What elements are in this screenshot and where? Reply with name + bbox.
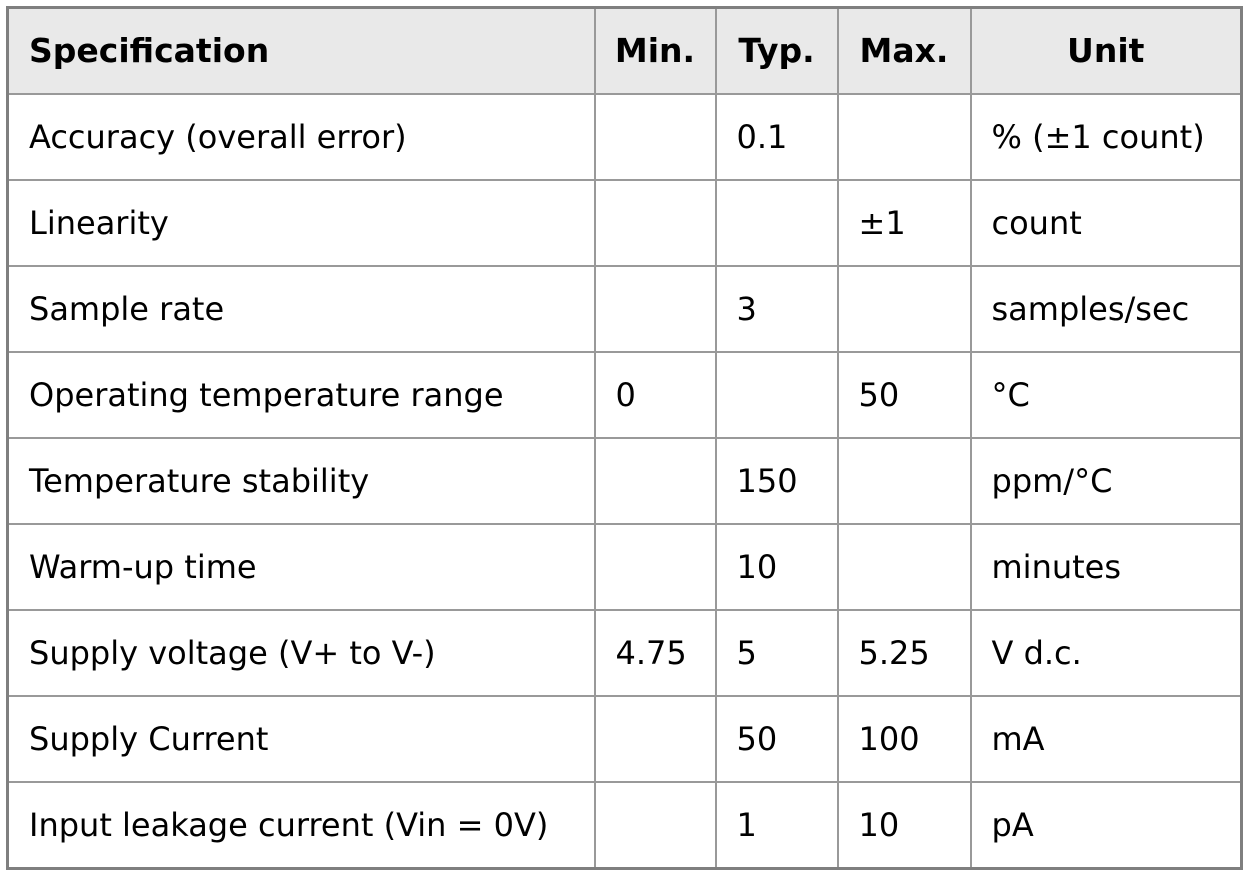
cell-specification: Warm-up time: [6, 523, 596, 611]
cell-unit: count: [969, 179, 1243, 267]
column-header-max: Max.: [836, 6, 972, 95]
cell-max: [836, 265, 972, 353]
table-row: Accuracy (overall error) 0.1 % (±1 count…: [6, 93, 1243, 181]
cell-typ: 5: [714, 609, 839, 697]
cell-specification: Linearity: [6, 179, 596, 267]
cell-min: 4.75: [593, 609, 717, 697]
column-header-unit: Unit: [969, 6, 1243, 95]
cell-specification: Sample rate: [6, 265, 596, 353]
cell-typ: [714, 179, 839, 267]
table-row: Warm-up time 10 minutes: [6, 523, 1243, 611]
table-row: Operating temperature range 0 50 °C: [6, 351, 1243, 439]
cell-specification: Input leakage current (Vin = 0V): [6, 781, 596, 870]
cell-min: [593, 93, 717, 181]
table-row: Input leakage current (Vin = 0V) 1 10 pA: [6, 781, 1243, 870]
cell-max: [836, 523, 972, 611]
table-row: Sample rate 3 samples/sec: [6, 265, 1243, 353]
cell-unit: samples/sec: [969, 265, 1243, 353]
cell-max: 10: [836, 781, 972, 870]
table-row: Linearity ±1 count: [6, 179, 1243, 267]
column-header-specification: Specification: [6, 6, 596, 95]
cell-max: [836, 93, 972, 181]
cell-typ: [714, 351, 839, 439]
cell-specification: Accuracy (overall error): [6, 93, 596, 181]
cell-specification: Supply voltage (V+ to V-): [6, 609, 596, 697]
cell-unit: V d.c.: [969, 609, 1243, 697]
cell-typ: 0.1: [714, 93, 839, 181]
table-row: Temperature stability 150 ppm/°C: [6, 437, 1243, 525]
cell-unit: % (±1 count): [969, 93, 1243, 181]
column-header-typ: Typ.: [714, 6, 839, 95]
cell-typ: 1: [714, 781, 839, 870]
cell-min: [593, 523, 717, 611]
cell-unit: mA: [969, 695, 1243, 783]
cell-unit: ppm/°C: [969, 437, 1243, 525]
table-row: Supply voltage (V+ to V-) 4.75 5 5.25 V …: [6, 609, 1243, 697]
spec-table: Specification Min. Typ. Max. Unit Accura…: [6, 6, 1243, 870]
cell-specification: Temperature stability: [6, 437, 596, 525]
cell-specification: Supply Current: [6, 695, 596, 783]
cell-min: [593, 695, 717, 783]
cell-max: [836, 437, 972, 525]
cell-unit: minutes: [969, 523, 1243, 611]
cell-max: 50: [836, 351, 972, 439]
cell-typ: 150: [714, 437, 839, 525]
cell-specification: Operating temperature range: [6, 351, 596, 439]
cell-typ: 10: [714, 523, 839, 611]
cell-max: 100: [836, 695, 972, 783]
column-header-min: Min.: [593, 6, 717, 95]
header-row: Specification Min. Typ. Max. Unit: [6, 6, 1243, 95]
cell-max: ±1: [836, 179, 972, 267]
cell-typ: 3: [714, 265, 839, 353]
cell-min: [593, 265, 717, 353]
cell-min: 0: [593, 351, 717, 439]
table-row: Supply Current 50 100 mA: [6, 695, 1243, 783]
cell-min: [593, 179, 717, 267]
cell-typ: 50: [714, 695, 839, 783]
cell-min: [593, 437, 717, 525]
cell-unit: pA: [969, 781, 1243, 870]
cell-min: [593, 781, 717, 870]
cell-max: 5.25: [836, 609, 972, 697]
cell-unit: °C: [969, 351, 1243, 439]
